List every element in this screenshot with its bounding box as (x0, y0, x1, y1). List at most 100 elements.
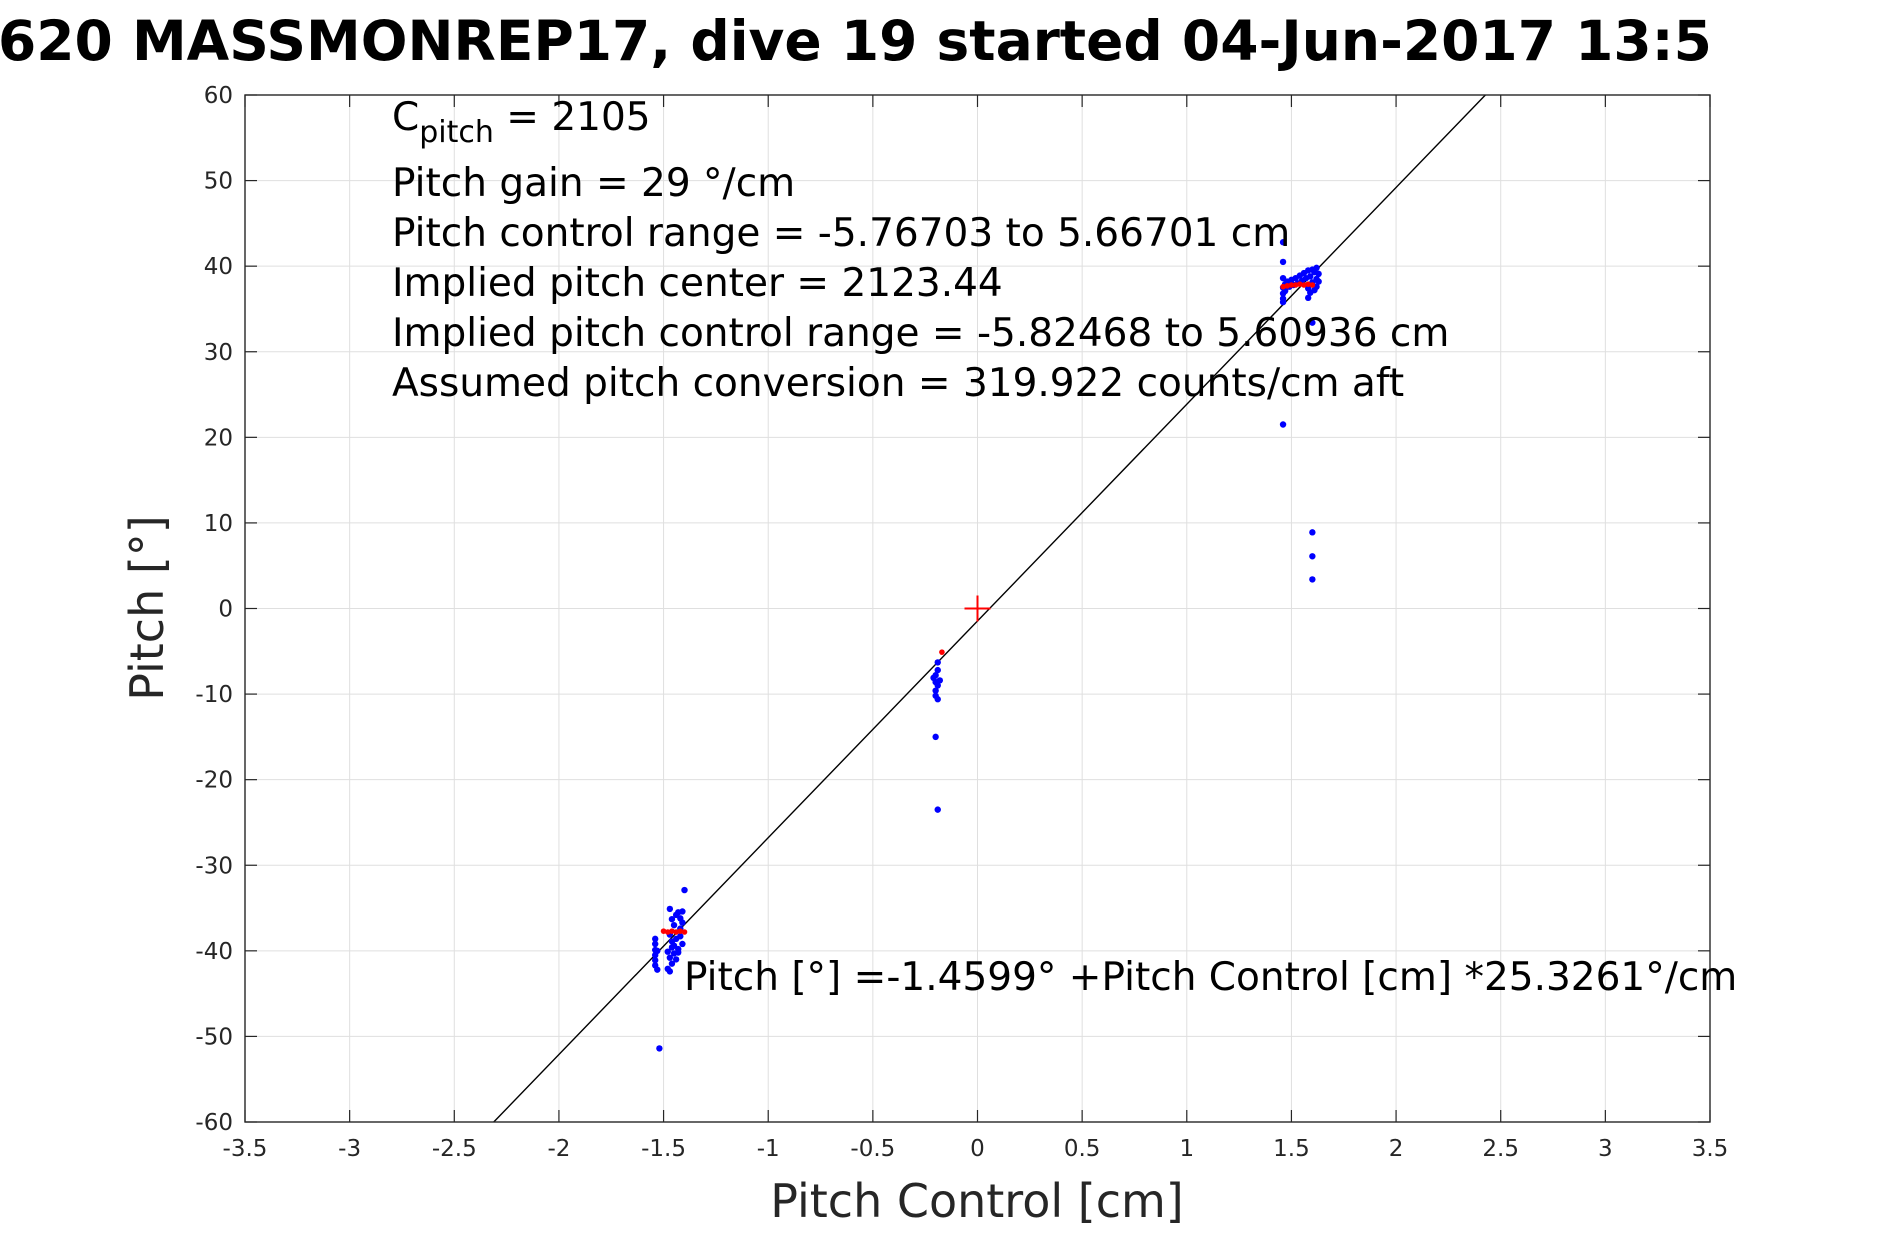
blue-data-point (670, 921, 678, 929)
x-tick-label: -1 (757, 1136, 780, 1162)
y-tick-label: -50 (195, 1024, 233, 1050)
red-data-point (660, 928, 667, 934)
blue-data-point (1279, 421, 1287, 428)
x-axis-label: Pitch Control [cm] (770, 1174, 1184, 1228)
y-tick-label: -30 (195, 853, 233, 879)
x-tick-label: -2 (547, 1136, 570, 1162)
pitch-gain-annotation: Pitch gain = 29 °/cm (392, 161, 795, 206)
blue-data-point (679, 908, 686, 915)
y-tick-label: 0 (218, 597, 233, 623)
blue-data-point (652, 935, 659, 943)
x-tick-label: 0.5 (1064, 1136, 1101, 1162)
x-tick-label: 1 (1179, 1136, 1194, 1162)
red-data-point (939, 649, 945, 655)
plot-frame (244, 94, 1711, 1123)
x-tick-label: 3 (1598, 1136, 1613, 1162)
y-tick-label: -40 (195, 939, 233, 965)
blue-data-point (666, 968, 674, 975)
red-data-point (681, 929, 688, 935)
blue-data-point (1279, 258, 1287, 266)
blue-data-point (664, 948, 671, 955)
y-tick-label: -60 (195, 1110, 233, 1136)
c-pitch-subscript: pitch (419, 115, 494, 150)
y-tick-label: 30 (204, 340, 233, 366)
red-data-point (664, 929, 671, 935)
x-tick-label: -2.5 (432, 1136, 477, 1162)
blue-data-point (652, 940, 659, 948)
c-pitch-value: = 2105 (494, 95, 651, 140)
assumed-conversion-annotation: Assumed pitch conversion = 319.922 count… (392, 361, 1404, 406)
blue-data-point (679, 919, 686, 926)
blue-data-point (1307, 273, 1314, 280)
blue-data-point (668, 944, 676, 951)
x-tick-label: 3.5 (1692, 1136, 1729, 1162)
x-tick-label: -3 (338, 1136, 361, 1162)
x-tick-label: 2 (1389, 1136, 1404, 1162)
c-pitch-annotation: Cpitch = 2105 (392, 95, 651, 150)
x-tick-label: -0.5 (850, 1136, 895, 1162)
y-tick-label: 10 (204, 511, 233, 537)
annotation-block: Cpitch = 2105 Pitch gain = 29 °/cm Pitch… (392, 95, 1449, 406)
blue-data-point (936, 677, 944, 684)
c-pitch-base: C (392, 95, 419, 140)
x-tick-labels: -3.5 -3 -2.5 -2 -1.5 -1 -0.5 0 0.5 1 1.5 2 2.5 3 3.5 (223, 1136, 1729, 1162)
blue-data-point (1309, 576, 1316, 583)
red-data-point (673, 929, 679, 935)
center-marker-layer (964, 595, 991, 622)
x-tick-label: 1.5 (1273, 1136, 1310, 1162)
y-tick-labels: 60 50 40 30 20 10 0 -10 -20 -30 -40 -50 -60 (195, 83, 233, 1136)
x-tick-label: -3.5 (223, 1136, 268, 1162)
blue-data-point (1309, 319, 1316, 326)
blue-data-point (654, 947, 661, 955)
red-data-point (669, 928, 675, 934)
implied-control-range-annotation: Implied pitch control range = -5.82468 t… (392, 311, 1449, 356)
implied-pitch-center-annotation: Implied pitch center = 2123.44 (392, 261, 1003, 306)
pitch-control-range-annotation: Pitch control range = -5.76703 to 5.6670… (392, 211, 1290, 256)
y-tick-label: -10 (195, 682, 233, 708)
blue-data-point (1309, 529, 1316, 536)
blue-data-point (681, 886, 688, 894)
fit-equation-annotation: Pitch [°] =-1.4599° +Pitch Control [cm] … (684, 955, 1737, 1000)
blue-data-point (1304, 294, 1312, 302)
blue-data-point (1279, 239, 1287, 246)
red-data-point (1288, 282, 1295, 288)
blue-data-point (934, 666, 941, 674)
blue-data-point (666, 954, 674, 961)
y-tick-label: 50 (204, 169, 233, 195)
x-tick-label: -1.5 (641, 1136, 686, 1162)
blue-data-point (932, 687, 939, 694)
blue-data-point (1315, 270, 1322, 278)
red-data-point (1280, 283, 1286, 290)
red-data-point (677, 928, 684, 934)
blue-data-point (668, 960, 676, 967)
blue-data-point (672, 956, 680, 963)
red-data-point (1309, 282, 1316, 288)
blue-data-point (668, 915, 676, 923)
x-tick-label: 0 (970, 1136, 985, 1162)
blue-data-point (934, 659, 941, 666)
blue-data-point (656, 1045, 663, 1052)
x-tick-label: 2.5 (1482, 1136, 1519, 1162)
y-tick-label: 20 (204, 425, 233, 451)
blue-data-point (654, 966, 661, 973)
blue-data-point (932, 733, 939, 741)
y-tick-label: 40 (204, 254, 233, 280)
blue-data-point (934, 696, 941, 703)
red-data-point (1284, 283, 1291, 289)
blue-data-point (679, 940, 686, 948)
blue-data-point (1279, 298, 1287, 306)
blue-data-point (666, 905, 674, 913)
y-axis-label: Pitch [°] (120, 515, 174, 701)
red-data-point (1297, 281, 1303, 287)
blue-data-point (1315, 278, 1322, 285)
red-data-point (1301, 282, 1307, 288)
blue-data-point (1313, 264, 1320, 272)
y-tick-label: -20 (195, 768, 233, 794)
blue-data-point (677, 933, 684, 940)
blue-data-point (934, 682, 941, 689)
red-data-point (1292, 282, 1299, 288)
chart-title: 620 MASSMONREP17, dive 19 started 04-Jun… (0, 9, 1712, 73)
blue-data-point (652, 957, 659, 964)
blue-data-point (934, 806, 941, 813)
red-data-point (1305, 281, 1311, 287)
